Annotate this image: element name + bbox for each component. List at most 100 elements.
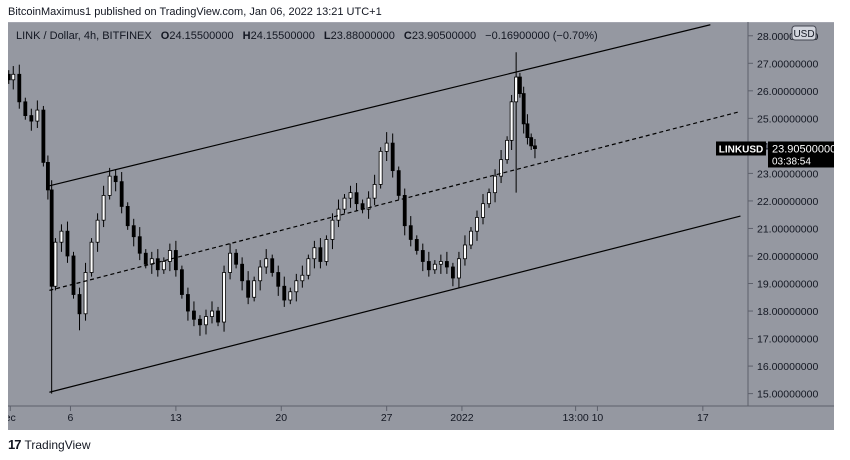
candle <box>330 213 335 250</box>
candle <box>167 243 172 272</box>
candle <box>493 169 497 203</box>
candle <box>137 227 142 261</box>
tradingview-brand: TradingView <box>24 437 91 452</box>
candle <box>463 235 467 266</box>
close-value: 23.90500000 <box>412 30 476 42</box>
time-axis-label: 13 <box>170 412 182 424</box>
candle <box>95 213 100 252</box>
last-price-tag: LINKUSD 23.90500000 03:38:54 <box>716 141 836 168</box>
candle <box>499 150 503 184</box>
price-axis-label: 22.00000000 <box>757 196 818 208</box>
low-key: L <box>324 30 331 42</box>
candle <box>155 249 160 277</box>
candle <box>192 301 196 327</box>
candle <box>426 251 431 277</box>
time-axis-label: 10 <box>592 412 604 424</box>
candle <box>402 188 407 236</box>
candle <box>107 167 112 200</box>
time-axis-label: 2022 <box>450 412 474 424</box>
candle <box>509 94 514 150</box>
price-axis-label: 26.00000000 <box>757 86 818 98</box>
candle <box>161 257 166 274</box>
candle <box>240 257 245 291</box>
price-axis-label: 20.00000000 <box>757 251 818 263</box>
time-axis-label: 17 <box>697 412 709 424</box>
candle <box>300 265 305 288</box>
candle <box>101 185 106 228</box>
symbol-line: LINK / Dollar, 4h, BITFINEX <box>16 30 152 42</box>
candle <box>41 105 46 167</box>
open-key: O <box>161 30 170 42</box>
candle <box>514 52 519 193</box>
candle <box>306 254 311 280</box>
currency-badge[interactable]: USD <box>791 25 817 41</box>
candle <box>59 224 64 252</box>
candle <box>71 251 76 299</box>
price-tag-price: 23.90500000 <box>772 143 834 155</box>
candle <box>390 133 395 178</box>
candle <box>288 287 293 305</box>
candle <box>533 138 537 159</box>
candle <box>23 97 28 120</box>
price-chart[interactable]: LINK / Dollar, 4h, BITFINEX O 24.15500000… <box>5 21 836 430</box>
low-value: 23.88000000 <box>331 30 395 42</box>
candle <box>270 254 275 277</box>
candle <box>179 265 184 299</box>
candle <box>131 218 136 247</box>
candle <box>444 251 449 274</box>
price-axis-label: 16.00000000 <box>757 361 818 373</box>
candle <box>481 194 485 225</box>
price-tag-countdown: 03:38:54 <box>772 156 811 167</box>
candle <box>45 155 50 200</box>
price-axis-label: 15.00000000 <box>757 389 818 401</box>
candle <box>186 287 190 321</box>
candle <box>246 271 251 305</box>
candle <box>517 72 522 98</box>
candle <box>372 174 377 206</box>
high-value: 24.15500000 <box>251 30 315 42</box>
candle <box>366 191 371 219</box>
candle <box>228 243 232 280</box>
channel-upper-line <box>49 24 711 187</box>
candle <box>438 254 443 274</box>
candle <box>29 108 34 131</box>
candle <box>450 262 455 287</box>
symbol-title: LINK / Dollar, 4h, BITFINEX O 24.15500000… <box>16 30 598 42</box>
candle <box>113 169 118 192</box>
candle <box>475 210 479 241</box>
candle <box>11 66 16 90</box>
candle <box>282 276 287 307</box>
candle <box>432 260 437 274</box>
price-axis-label: 27.00000000 <box>757 58 818 70</box>
candle <box>89 238 94 277</box>
candle <box>318 238 323 269</box>
price-axis-label: 23.00000000 <box>757 168 818 180</box>
change-value: −0.16900000 (−0.70%) <box>485 30 598 42</box>
candle <box>354 183 359 211</box>
close-key: C <box>404 30 412 42</box>
candle <box>234 249 239 269</box>
candle <box>457 251 461 288</box>
price-axis-label: 19.00000000 <box>757 279 818 291</box>
candle <box>258 260 263 291</box>
chart-area[interactable]: LINK / Dollar, 4h, BITFINEX O 24.15500000… <box>5 21 836 430</box>
candle <box>6 70 11 84</box>
candle <box>378 147 383 189</box>
candle <box>414 235 419 255</box>
currency-label: USD <box>793 29 814 40</box>
candle <box>216 306 220 327</box>
candle <box>348 185 353 208</box>
candle <box>53 238 58 291</box>
candle <box>521 86 526 134</box>
candle <box>336 199 341 228</box>
time-axis-label: ec <box>8 412 16 424</box>
time-axis-label: 6 <box>68 412 74 424</box>
candle <box>264 249 269 274</box>
candle <box>469 227 473 250</box>
channel-lower-line <box>49 215 741 393</box>
candle <box>294 273 299 302</box>
price-tag-symbol: LINKUSD <box>719 144 763 155</box>
candle <box>35 100 40 128</box>
candle <box>65 221 70 263</box>
candle <box>324 235 329 266</box>
